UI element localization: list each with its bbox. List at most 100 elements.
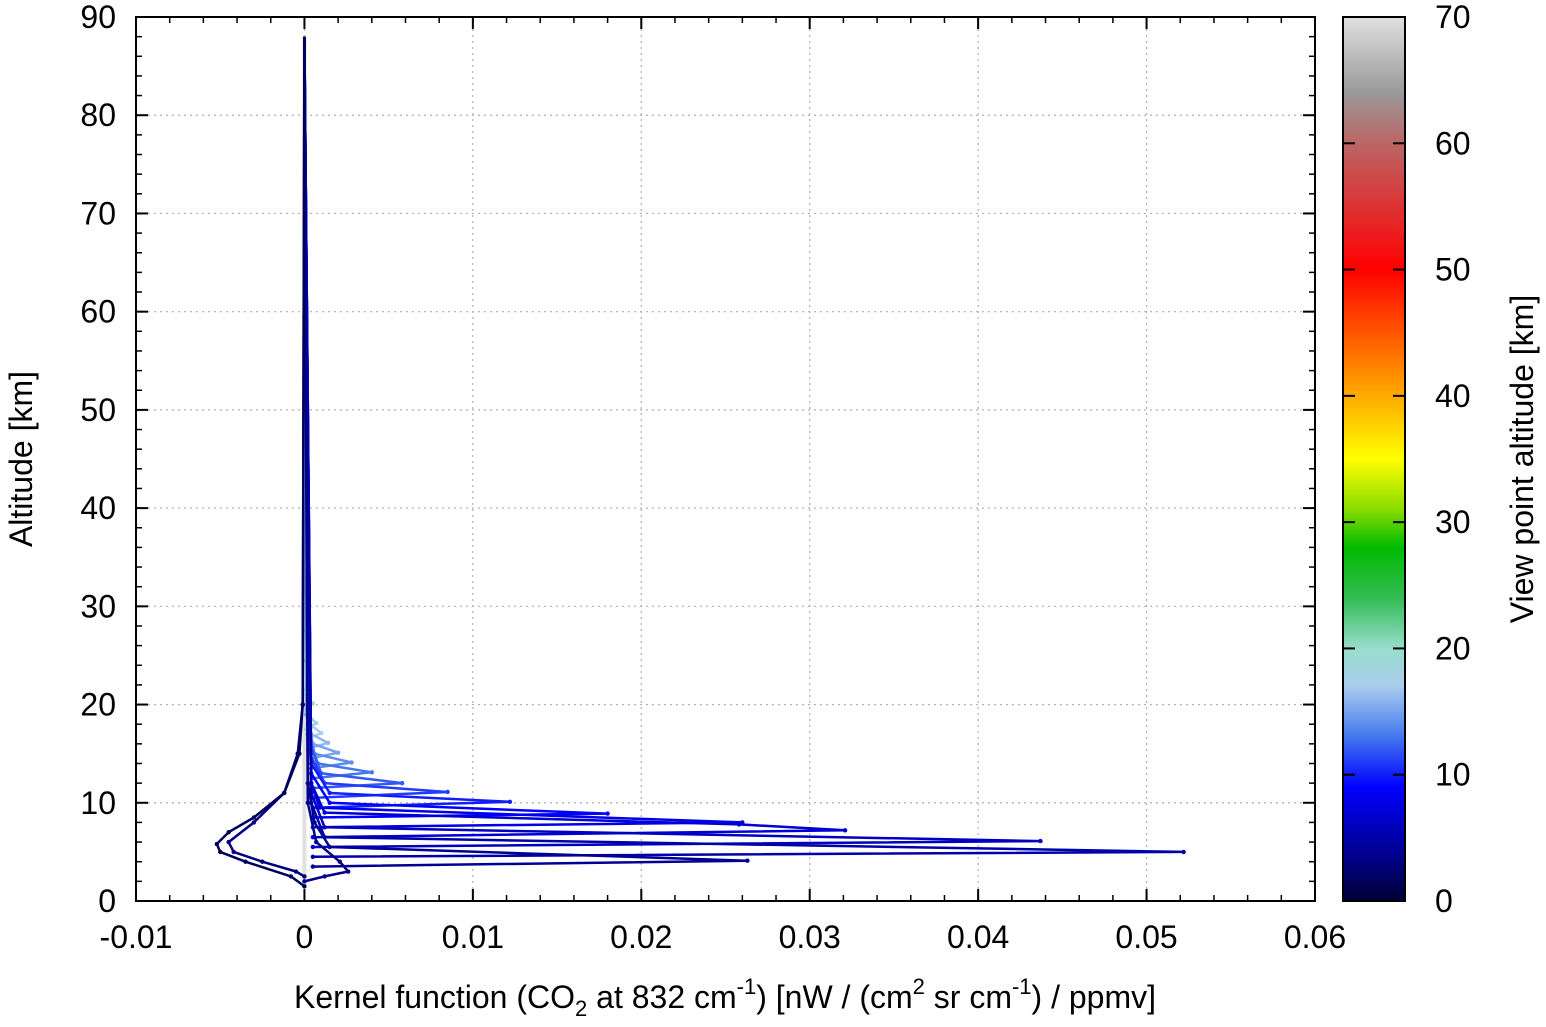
series-line bbox=[227, 36, 306, 878]
series-point bbox=[507, 799, 513, 804]
series-point bbox=[322, 825, 327, 830]
x-label-part: ) / ppmv] bbox=[1032, 979, 1156, 1015]
y-tick-label: 0 bbox=[98, 883, 116, 919]
x-tick-label: 0.05 bbox=[1115, 919, 1177, 955]
series-point bbox=[214, 841, 220, 847]
series-point bbox=[310, 854, 316, 859]
y-tick-label: 50 bbox=[80, 392, 116, 428]
series-line bbox=[303, 36, 353, 770]
x-tick-label: 0.06 bbox=[1284, 919, 1346, 955]
series-point bbox=[314, 839, 319, 845]
series-point bbox=[310, 844, 316, 850]
colorbar-tick-label: 40 bbox=[1435, 378, 1471, 414]
series-line bbox=[303, 36, 512, 809]
series-point bbox=[226, 830, 231, 835]
series-point bbox=[736, 822, 742, 827]
series-point bbox=[349, 760, 354, 765]
series-point bbox=[327, 790, 332, 796]
colorbar-label: View point altitude [km] bbox=[1504, 295, 1540, 623]
series-line bbox=[303, 36, 1042, 849]
colorbar-tick-label: 30 bbox=[1435, 504, 1471, 540]
x-axis-ticks: -0.01 0 0.01 0.02 0.03 0.04 0.05 0.06 bbox=[100, 17, 1346, 955]
series-point bbox=[218, 849, 223, 855]
x-label-part: ) [nW / (cm bbox=[756, 979, 912, 1015]
series-point bbox=[346, 869, 351, 874]
series-line bbox=[303, 36, 374, 780]
series-point bbox=[337, 859, 342, 864]
series-point bbox=[302, 884, 307, 889]
series-point bbox=[605, 811, 610, 816]
series-point bbox=[327, 800, 332, 805]
series-group bbox=[214, 36, 1186, 889]
series-point bbox=[302, 874, 307, 879]
x-tick-label: 0.04 bbox=[947, 919, 1009, 955]
series-point bbox=[305, 800, 310, 805]
series-point bbox=[282, 790, 287, 796]
series-point bbox=[293, 869, 299, 874]
y-axis-label: Altitude [km] bbox=[3, 371, 39, 547]
x-label-part: Kernel function (CO bbox=[294, 979, 575, 1015]
series-point bbox=[260, 859, 265, 864]
series-point bbox=[300, 702, 305, 707]
series-point bbox=[1181, 849, 1186, 855]
series-point bbox=[322, 810, 327, 815]
series-line bbox=[215, 36, 306, 888]
series-point bbox=[399, 780, 405, 786]
series-point bbox=[251, 820, 257, 825]
series-line bbox=[303, 36, 449, 800]
y-tick-label: 70 bbox=[80, 195, 116, 231]
series-point bbox=[226, 839, 231, 845]
series-point bbox=[369, 770, 374, 775]
y-tick-label: 60 bbox=[80, 294, 116, 330]
series-point bbox=[310, 864, 316, 869]
x-label-superscript: -1 bbox=[1012, 974, 1032, 999]
series-line bbox=[303, 36, 744, 829]
series-point bbox=[327, 844, 332, 850]
colorbar-tick-label: 50 bbox=[1435, 252, 1471, 288]
series-point bbox=[302, 879, 307, 884]
x-label-subscript: 2 bbox=[575, 996, 587, 1021]
series-point bbox=[1038, 838, 1043, 844]
x-tick-label: 0.02 bbox=[610, 919, 672, 955]
x-tick-label: 0 bbox=[296, 919, 314, 955]
x-tick-label: -0.01 bbox=[100, 919, 173, 955]
x-label-part: sr cm bbox=[925, 979, 1012, 1015]
plot-frame bbox=[135, 16, 1316, 902]
series-line bbox=[303, 36, 1185, 859]
x-label-part: at 832 cm bbox=[587, 979, 736, 1015]
y-axis-ticks: 0 10 20 30 40 50 60 70 80 90 bbox=[80, 0, 1315, 919]
y-tick-label: 30 bbox=[80, 588, 116, 624]
series-point bbox=[297, 751, 302, 756]
series-point bbox=[314, 721, 319, 726]
x-tick-label: 0.03 bbox=[779, 919, 841, 955]
x-axis-label: Kernel function (CO2 at 832 cm-1) [nW / … bbox=[294, 974, 1156, 1021]
series-point bbox=[325, 740, 331, 746]
series-point bbox=[288, 874, 294, 879]
series-line bbox=[303, 36, 749, 868]
y-tick-label: 10 bbox=[80, 785, 116, 821]
series-point bbox=[251, 815, 257, 820]
x-tick-label: 0.01 bbox=[442, 919, 504, 955]
series-line bbox=[303, 36, 847, 839]
series-point bbox=[335, 750, 341, 755]
colorbar-tick-label: 60 bbox=[1435, 125, 1471, 161]
grid-lines bbox=[136, 17, 1315, 901]
series-point bbox=[322, 874, 327, 879]
colorbar-tick-label: 0 bbox=[1435, 883, 1453, 919]
colorbar-tick-label: 70 bbox=[1435, 0, 1471, 35]
colorbar-ticks: 0 10 20 30 40 50 60 70 bbox=[1343, 0, 1471, 919]
series-point bbox=[445, 789, 450, 795]
series-point bbox=[243, 859, 248, 864]
colorbar-tick-label: 20 bbox=[1435, 630, 1471, 666]
series-point bbox=[745, 858, 750, 863]
colorbar-tick-label: 10 bbox=[1435, 757, 1471, 793]
x-label-superscript: -1 bbox=[737, 974, 757, 999]
series-point bbox=[842, 828, 848, 833]
colorbar bbox=[1342, 16, 1406, 902]
series-line bbox=[303, 36, 609, 819]
y-tick-label: 90 bbox=[80, 0, 116, 35]
y-tick-label: 20 bbox=[80, 687, 116, 723]
x-label-superscript: 2 bbox=[913, 974, 925, 999]
series-point bbox=[231, 849, 236, 855]
